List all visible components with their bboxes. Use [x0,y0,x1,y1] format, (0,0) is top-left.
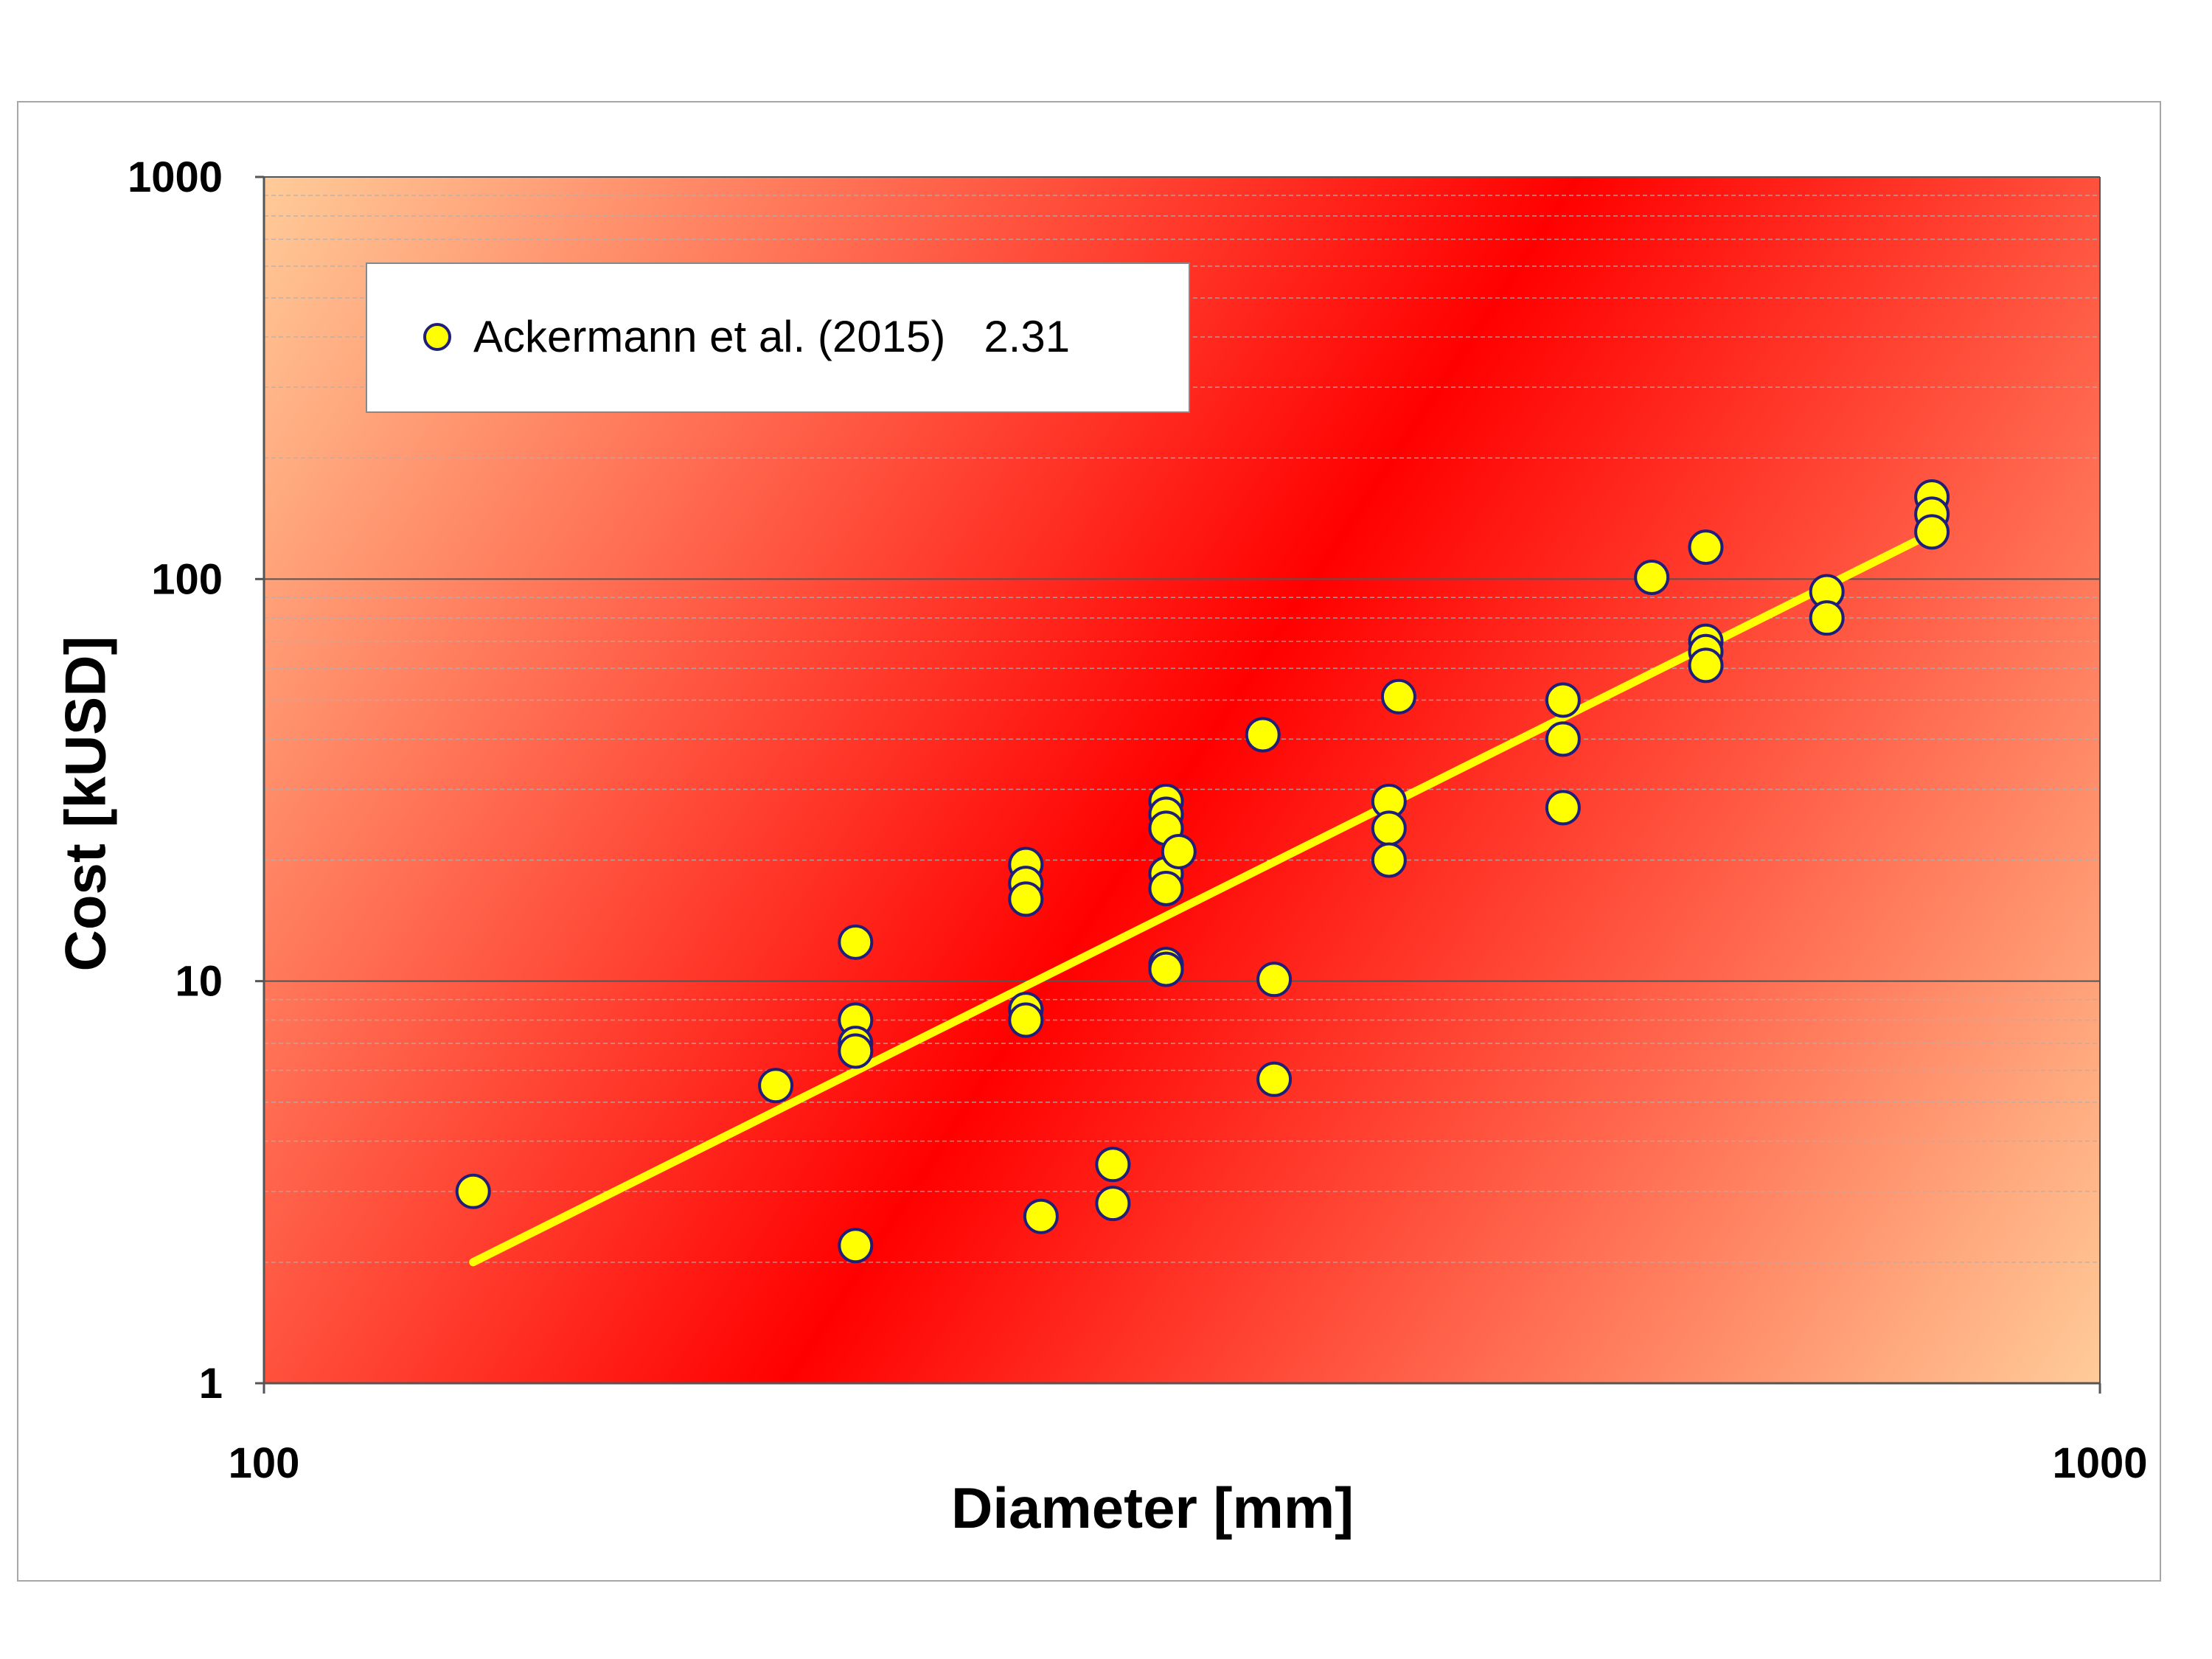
y-tick-label: 1000 [128,153,223,201]
legend-marker-icon [423,323,451,351]
data-point [838,924,874,960]
axes-layer [262,176,2101,1385]
data-point [1256,1061,1293,1097]
legend-entry: Ackermann et al. (2015) 2.31 [473,311,1070,362]
ticks-layer: 1 10 100 1000 100 1000 [128,153,2148,1487]
data-point [838,1033,874,1069]
data-point [1095,1186,1131,1222]
y-axis-title: Cost [kUSD] [52,636,118,972]
data-point [1245,717,1281,753]
y-tick-label: 1 [199,1360,223,1408]
data-point [1371,842,1407,878]
data-point [1545,682,1581,718]
data-point [455,1173,491,1209]
data-point [1148,870,1184,906]
legend: Ackermann et al. (2015) 2.31 [366,262,1190,413]
data-point [1545,721,1581,757]
legend-series-name: Ackermann et al. (2015) [473,312,946,361]
data-point [1634,559,1670,595]
data-point [1688,529,1724,566]
data-point [1371,810,1407,846]
legend-value: 2.31 [984,312,1071,361]
data-point [1008,881,1044,917]
x-tick-label: 100 [229,1439,300,1487]
data-point [1161,833,1197,869]
data-point [1023,1198,1059,1234]
y-tick-label: 100 [151,555,223,603]
data-point [1008,1002,1044,1038]
data-point [1809,600,1845,636]
data-point [1545,790,1581,826]
data-point [1380,678,1416,714]
data-point [838,1228,874,1264]
data-point [1256,961,1293,998]
x-axis-title: Diameter [mm] [951,1475,1354,1540]
points-layer [455,479,1950,1264]
x-tick-label: 1000 [2052,1439,2147,1487]
data-point [1688,647,1724,684]
data-point [1095,1147,1131,1183]
y-tick-label: 10 [175,958,223,1006]
data-point [758,1068,794,1104]
data-point [1914,514,1950,550]
data-point [1148,951,1184,987]
